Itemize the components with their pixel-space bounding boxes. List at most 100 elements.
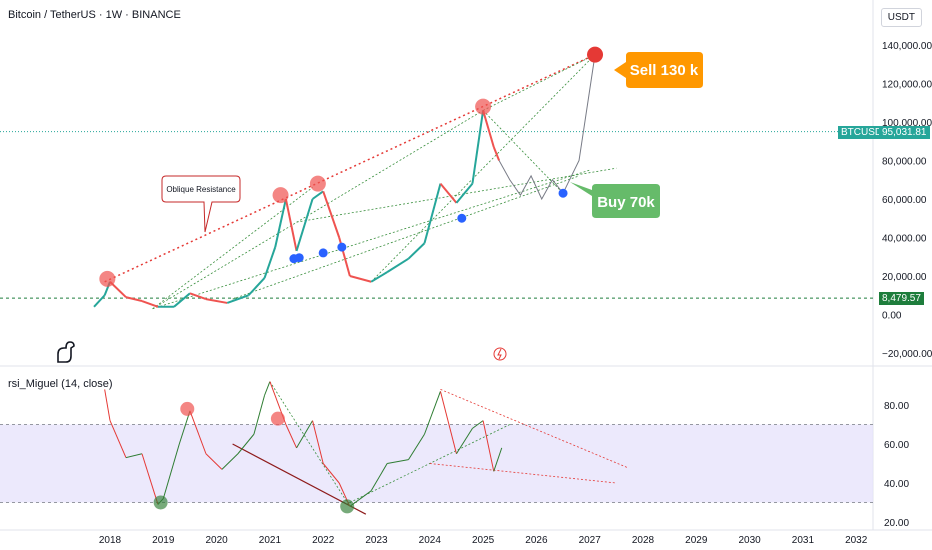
peak-marker [309, 175, 326, 192]
price-segment [439, 182, 458, 204]
price-segment [274, 198, 287, 248]
time-tick-label: 2020 [205, 535, 228, 546]
price-segment [247, 277, 266, 296]
rsi-segment [408, 433, 425, 460]
support-trendline [152, 169, 590, 310]
buy-label: Buy 70k [597, 194, 655, 211]
rsi-band [0, 424, 873, 503]
price-segment [226, 294, 249, 304]
rsi-tick-label: 60.00 [884, 440, 909, 451]
price-axis[interactable]: 140,000.00 120,000.00 100,000.00 80,000.00 6… [882, 41, 932, 360]
buy-zone-marker [318, 248, 328, 258]
time-axis[interactable]: 2018 2019 2020 2021 2022 2023 2024 2025 2026 2027… [99, 535, 868, 546]
price-segment [492, 146, 501, 161]
time-tick-label: 2018 [99, 535, 122, 546]
rsi-tick-label: 20.00 [884, 518, 909, 529]
price-segment [407, 242, 426, 260]
rsi-segment [205, 453, 223, 470]
rsi-segment [178, 410, 191, 445]
time-tick-label: 2021 [259, 535, 282, 546]
price-segment [311, 190, 324, 200]
price-tick-label: 0.00 [882, 311, 902, 322]
sell-annotation[interactable]: Sell 130 k [614, 52, 703, 88]
rsi-segment [424, 391, 441, 435]
price-segment [284, 198, 298, 252]
trendline-group[interactable] [104, 53, 628, 515]
currency-badge[interactable]: USDT [880, 8, 922, 27]
price-segment [471, 110, 485, 184]
sell-label: Sell 130 k [630, 62, 699, 79]
symbol-price-tag: BTCUSDT [838, 126, 892, 139]
price-segment [322, 190, 341, 238]
price-segment [482, 110, 495, 148]
price-segment [295, 198, 314, 252]
rsi-oversold-marker [153, 495, 168, 510]
price-segment [263, 246, 277, 279]
rsi-oversold-marker [340, 499, 355, 514]
rsi-segment [387, 459, 409, 464]
price-segment [141, 300, 159, 308]
time-tick-label: 2032 [845, 535, 868, 546]
rsi-segment [189, 410, 207, 454]
rsi-trendline [429, 463, 617, 484]
time-tick-label: 2024 [419, 535, 442, 546]
rsi-series [104, 381, 503, 507]
rsi-axis[interactable]: 80.00 60.00 40.00 20.00 [884, 401, 909, 529]
rsi-segment [322, 463, 340, 484]
price-tick-label: 40,000.00 [882, 234, 927, 245]
price-tick-label: 20,000.00 [882, 272, 927, 283]
time-tick-label: 2019 [152, 535, 175, 546]
time-tick-label: 2023 [365, 535, 388, 546]
rsi-segment [221, 453, 239, 470]
price-segment [455, 182, 474, 204]
time-tick-label: 2022 [312, 535, 335, 546]
rsi-trendline [269, 381, 351, 507]
rsi-segment [285, 424, 298, 449]
rsi-title: rsi_Miguel (14, close) [8, 378, 113, 390]
rsi-segment [456, 428, 473, 455]
price-segment [370, 271, 388, 283]
rsi-segment [472, 420, 484, 429]
time-tick-label: 2026 [525, 535, 548, 546]
channel-line [482, 54, 596, 111]
time-tick-label: 2025 [472, 535, 495, 546]
rsi-segment [125, 453, 143, 459]
time-tick-label: 2027 [579, 535, 602, 546]
rsi-segment [493, 447, 503, 472]
price-segment [93, 294, 106, 308]
projected-path [498, 54, 596, 201]
fan-line [370, 54, 596, 283]
time-tick-label: 2031 [792, 535, 815, 546]
callout-label: Oblique Resistance [166, 185, 236, 194]
peak-marker [99, 270, 116, 287]
rsi-trendline [440, 389, 628, 468]
chart-title: Bitcoin / TetherUS · 1W · BINANCE [8, 9, 181, 21]
sell-callout-box [614, 52, 703, 88]
rsi-segment [109, 420, 127, 458]
oblique-resistance-callout[interactable]: Oblique Resistance [161, 175, 241, 233]
buy-annotation[interactable]: Buy 70k [570, 182, 660, 218]
rsi-segment [253, 395, 266, 435]
price-segment [205, 298, 228, 304]
rsi-segment [162, 443, 180, 499]
buy-zone-marker [558, 188, 568, 198]
price-segment [189, 292, 207, 301]
rsi-segment [104, 389, 111, 421]
rsi-segment [141, 453, 159, 505]
price-tick-label: 80,000.00 [882, 157, 927, 168]
price-segment [349, 275, 372, 283]
rsi-segment [264, 381, 271, 396]
price-segment [386, 257, 410, 273]
price-segment [423, 183, 442, 244]
current-price-tag: 95,031.81 [879, 126, 930, 139]
price-tick-label: −20,000.00 [882, 349, 932, 360]
callout-bubble [161, 175, 241, 233]
rsi-overbought-marker [180, 401, 195, 416]
flash-icon[interactable] [493, 347, 507, 361]
price-series [93, 54, 596, 308]
rsi-tick-label: 80.00 [884, 401, 909, 412]
oblique-resistance-line [104, 53, 596, 283]
support-price-tag: 8,479.57 [879, 292, 924, 305]
buy-callout-box [570, 182, 660, 218]
